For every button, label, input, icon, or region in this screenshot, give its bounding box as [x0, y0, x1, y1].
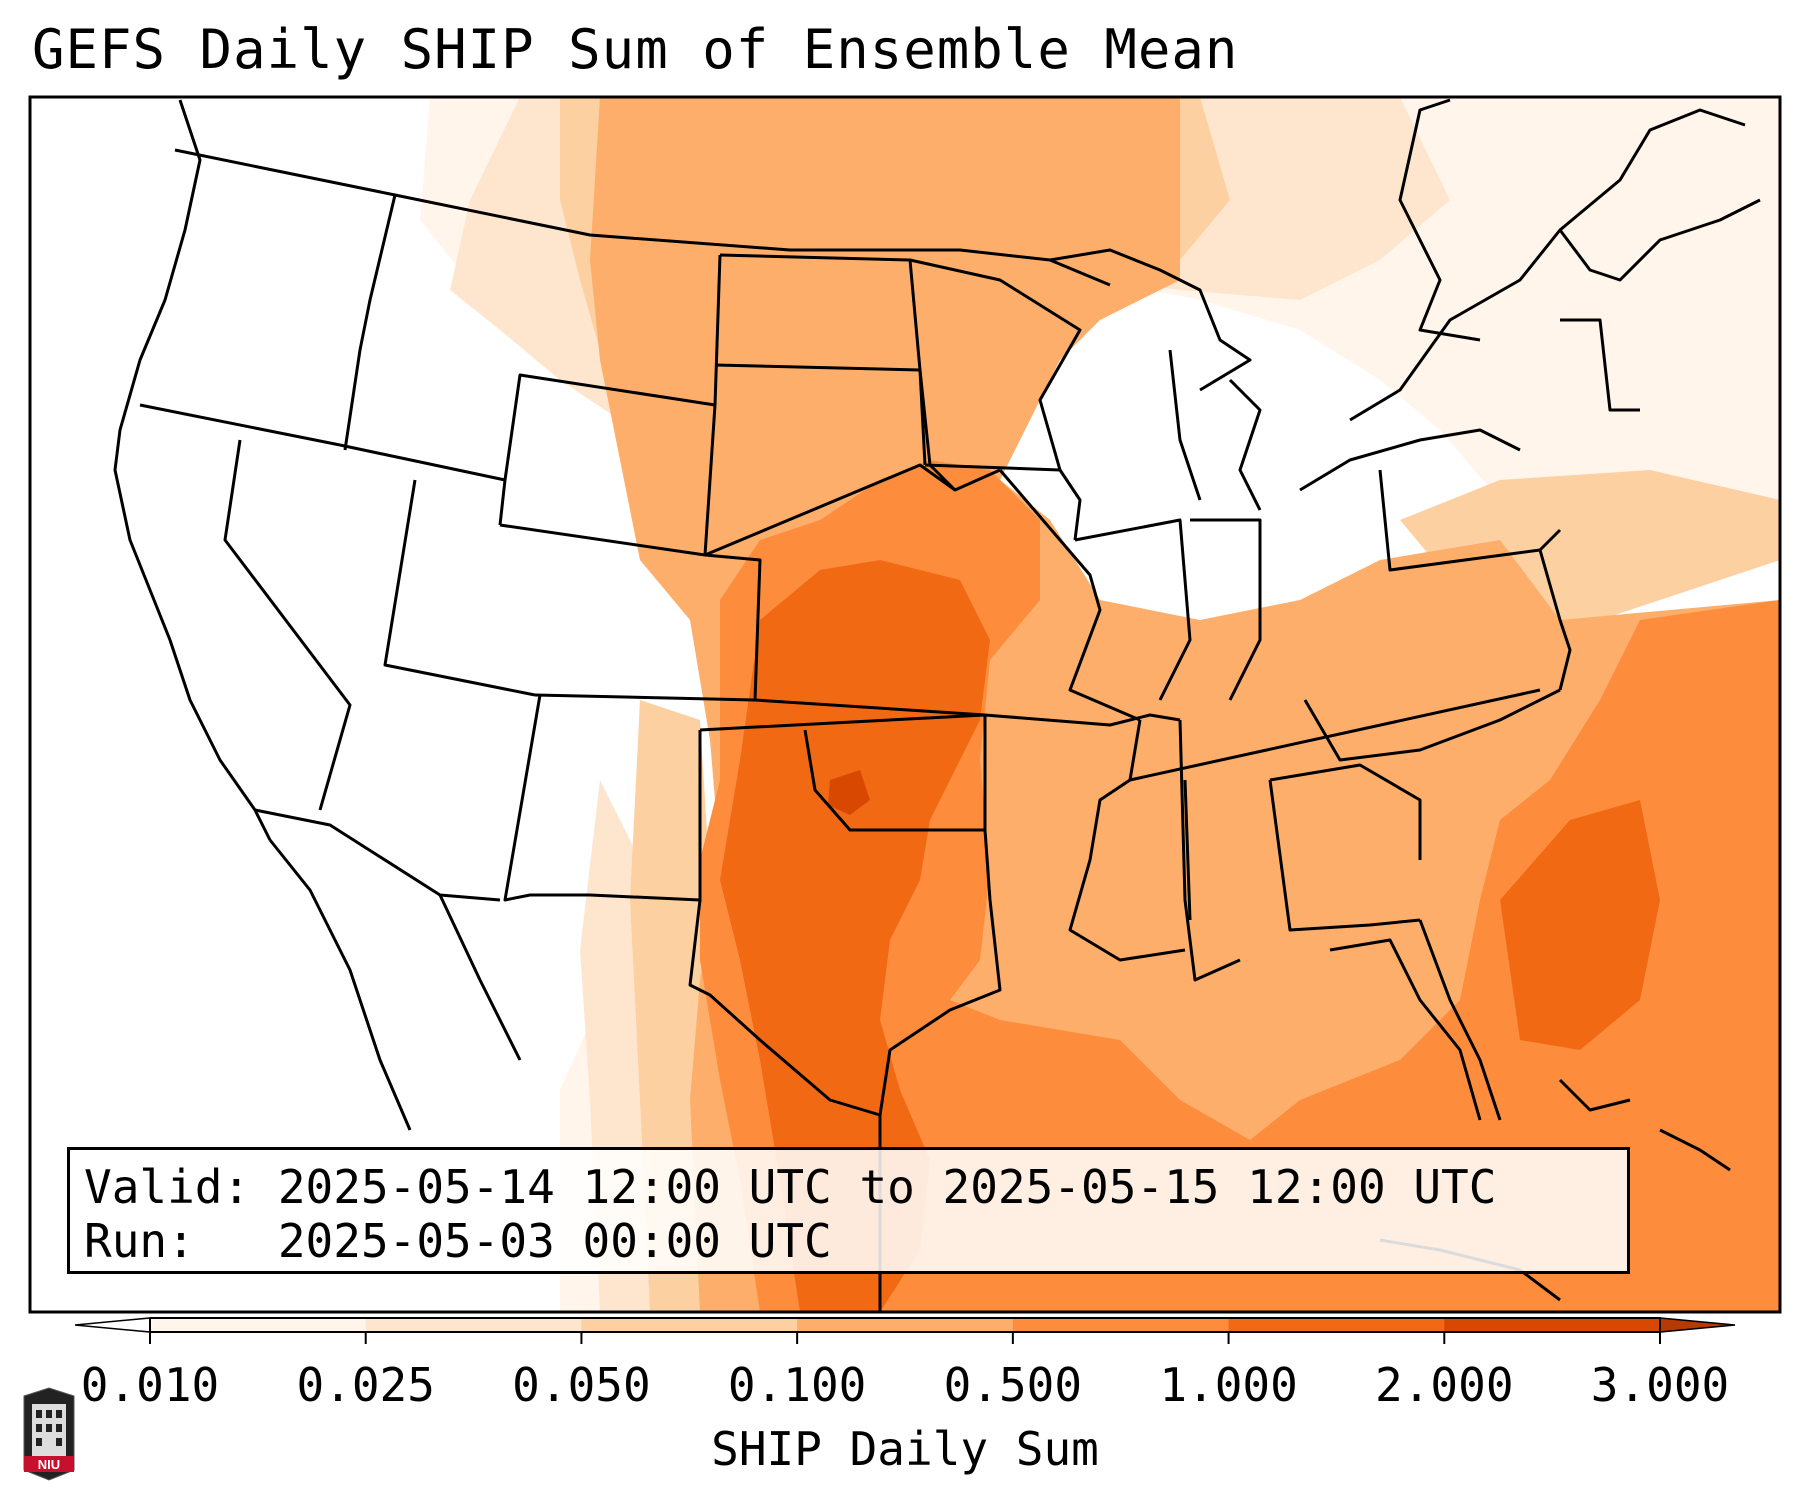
colorbar-segments [150, 1318, 1661, 1332]
ship-band-1-000 [720, 560, 990, 1312]
map-border [28, 95, 1782, 1314]
colorbar-segment [1444, 1318, 1661, 1332]
colorbar-tick-label: 1.000 [1159, 1358, 1298, 1412]
niu-logo-text: NIU [38, 1457, 60, 1472]
colorbar-ticks [149, 1332, 1661, 1344]
colorbar-label: SHIP Daily Sum [711, 1422, 1099, 1476]
colorbar-tick-label: 3.000 [1590, 1358, 1730, 1412]
valid-time-line: Valid: 2025-05-14 12:00 UTC to 2025-05-1… [84, 1160, 1497, 1214]
colorbar [74, 1317, 1736, 1344]
colorbar-segment [1228, 1318, 1445, 1332]
colorbar-segment [797, 1318, 1014, 1332]
colorbar-tick-label: 2.000 [1375, 1358, 1514, 1412]
colorbar-tick-label: 0.500 [943, 1358, 1083, 1412]
colorbar-segment [581, 1318, 798, 1332]
colorbar-segment [150, 1318, 367, 1332]
valid-run-box: Valid: 2025-05-14 12:00 UTC to 2025-05-1… [67, 1147, 1630, 1274]
colorbar-segment [1012, 1318, 1230, 1332]
colorbar-tick-label: 0.010 [80, 1358, 220, 1412]
chart-title: GEFS Daily SHIP Sum of Ensemble Mean [32, 18, 1239, 81]
run-time-line: Run: 2025-05-03 00:00 UTC [84, 1214, 832, 1268]
boundaries [113, 98, 1761, 1312]
colorbar-segment [365, 1318, 582, 1332]
colorbar-under-arrow [74, 1317, 151, 1333]
colorbar-tick-label: 0.100 [727, 1358, 867, 1412]
map-panel [28, 95, 1782, 1314]
ship-field [30, 97, 1780, 1312]
colorbar-tick-label: 0.025 [296, 1358, 435, 1412]
colorbar-over-arrow [1659, 1317, 1736, 1333]
colorbar-tick-label: 0.050 [512, 1358, 651, 1412]
ship-band-2-000 [828, 770, 870, 815]
niu-logo: NIU [23, 1387, 75, 1481]
